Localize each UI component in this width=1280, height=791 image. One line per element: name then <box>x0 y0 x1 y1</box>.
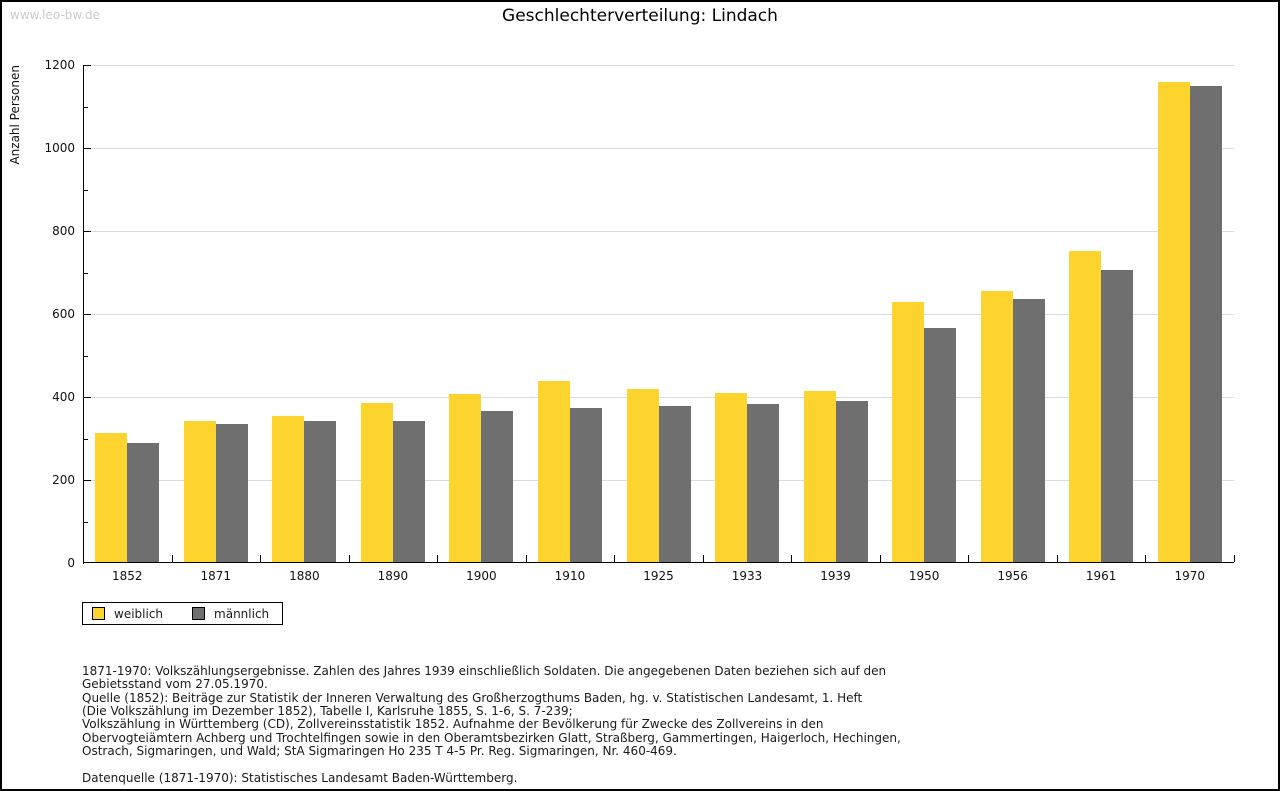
x-axis-tick <box>172 555 173 562</box>
y-axis-line <box>83 65 84 564</box>
bar-weiblich <box>803 391 836 562</box>
x-tick-label: 1970 <box>1174 569 1205 583</box>
legend: weiblich männlich <box>82 602 284 625</box>
x-axis-tick <box>1057 555 1058 562</box>
bar-maennlich <box>1101 270 1134 562</box>
bar-weiblich <box>537 380 570 562</box>
bar-maennlich <box>924 328 957 562</box>
y-axis-tick-major <box>84 65 91 66</box>
watermark: www.leo-bw.de <box>10 8 100 22</box>
x-axis-tick <box>437 555 438 562</box>
x-axis-tick <box>703 555 704 562</box>
y-axis-tick-minor <box>84 106 88 108</box>
datasource-line: Datenquelle (1871-1970): Statistisches L… <box>82 770 518 785</box>
y-axis-tick-minor <box>84 355 88 357</box>
x-axis-tick <box>880 555 881 562</box>
bar-maennlich <box>747 404 780 562</box>
footnote-line: Quelle (1852): Beiträge zur Statistik de… <box>82 690 863 705</box>
bar-weiblich <box>360 403 393 562</box>
x-axis-tick <box>968 555 969 562</box>
plot-area <box>83 65 1235 564</box>
y-tick-label: 600 <box>52 307 75 321</box>
x-tick-label: 1900 <box>466 569 497 583</box>
legend-label-maennlich: männlich <box>214 606 270 621</box>
y-axis-tick-major <box>84 314 91 315</box>
footnote-line: Ostrach, Sigmaringen, und Wald; StA Sigm… <box>82 744 677 759</box>
bar-maennlich <box>835 401 868 562</box>
x-tick-label: 1956 <box>997 569 1028 583</box>
footnote-line: Volkszählung in Württemberg (CD), Zollve… <box>82 717 824 732</box>
bar-weiblich <box>183 420 216 562</box>
bar-maennlich <box>392 420 425 562</box>
gridline <box>84 65 1234 66</box>
chart-title: Geschlechterverteilung: Lindach <box>502 6 778 26</box>
gridline <box>84 314 1234 315</box>
bar-maennlich <box>1012 299 1045 562</box>
y-axis-tick-major <box>84 480 91 481</box>
x-tick-label: 1871 <box>200 569 232 583</box>
x-tick-label: 1925 <box>643 569 674 583</box>
bar-weiblich <box>626 388 659 562</box>
bar-maennlich <box>658 405 691 562</box>
y-axis-tick-major <box>84 231 91 232</box>
legend-swatch-maennlich <box>192 607 206 620</box>
gridline <box>84 397 1234 398</box>
legend-swatch-weiblich <box>92 607 105 620</box>
bar-weiblich <box>980 291 1013 562</box>
bar-weiblich <box>272 416 305 562</box>
bar-weiblich <box>1157 81 1190 562</box>
bar-weiblich <box>95 433 128 562</box>
x-tick-label: 1950 <box>908 569 940 583</box>
y-axis-tick-major <box>84 148 91 149</box>
y-axis-tick-major <box>84 397 91 398</box>
gridline <box>84 148 1234 149</box>
x-tick-label: 1961 <box>1085 569 1117 583</box>
x-tick-label: 1852 <box>111 569 143 583</box>
x-axis-tick <box>1234 555 1235 562</box>
footnotes: 1871-1970: Volkszählungsergebnisse. Zahl… <box>82 638 901 789</box>
footnote-line: (Die Volkszählung im Dezember 1852), Tab… <box>82 704 573 719</box>
y-tick-label: 1000 <box>44 141 75 155</box>
x-axis-tick <box>526 555 527 562</box>
x-tick-label: 1910 <box>554 569 586 583</box>
bar-weiblich <box>449 393 482 562</box>
x-axis-tick <box>1145 555 1146 562</box>
x-axis-tick <box>614 555 615 562</box>
bar-weiblich <box>715 393 748 562</box>
x-tick-label: 1890 <box>377 569 409 583</box>
bar-weiblich <box>1069 250 1102 562</box>
y-tick-label: 0 <box>67 556 75 570</box>
gridline <box>84 231 1234 232</box>
y-axis-tick-major <box>84 562 91 563</box>
y-axis-tick-minor <box>84 272 88 274</box>
y-axis-tick-minor <box>84 521 88 523</box>
x-axis-line <box>83 562 1234 563</box>
bar-maennlich <box>127 442 160 562</box>
y-tick-label: 400 <box>52 390 75 404</box>
legend-label-weiblich: weiblich <box>114 606 164 621</box>
footnote-line: Obervogteiämtern Achberg und Trochtelfin… <box>82 730 901 745</box>
bar-weiblich <box>892 302 925 562</box>
bar-maennlich <box>215 423 248 562</box>
y-axis-tick-minor <box>84 438 88 440</box>
x-axis-tick <box>260 555 261 562</box>
y-axis-tick-minor <box>84 189 88 191</box>
x-tick-label: 1933 <box>731 569 763 583</box>
y-tick-label: 800 <box>52 224 75 238</box>
bar-maennlich <box>1189 86 1222 562</box>
bar-maennlich <box>304 421 337 562</box>
footnote-line: 1871-1970: Volkszählungsergebnisse. Zahl… <box>82 663 887 678</box>
bar-maennlich <box>481 410 514 562</box>
x-tick-label: 1939 <box>820 569 851 583</box>
bar-maennlich <box>569 408 602 562</box>
y-tick-label: 200 <box>52 473 75 487</box>
footnote-line: Gebietsstand vom 27.05.1970. <box>82 677 268 692</box>
y-tick-labels: 0 200 400 600 800 1000 1200 <box>2 58 75 570</box>
y-tick-label: 1200 <box>44 58 75 72</box>
x-tick-label: 1880 <box>289 569 320 583</box>
x-axis-tick <box>791 555 792 562</box>
x-axis-tick <box>349 555 350 562</box>
